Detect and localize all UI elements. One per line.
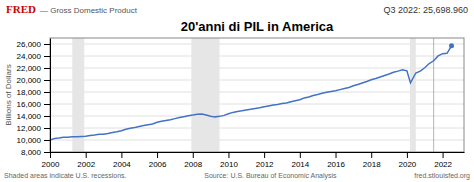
y-tick: 18,000 xyxy=(17,88,50,97)
tick-label: 20,000 xyxy=(17,76,42,85)
brand-label: FRED xyxy=(6,3,36,15)
footer-center: Source: U.S. Bureau of Economic Analysis xyxy=(204,172,337,180)
grid-line xyxy=(50,80,464,81)
tick-label: 2002 xyxy=(77,160,95,169)
x-tick: 2018 xyxy=(363,152,381,169)
grid xyxy=(50,44,464,152)
title: 20'anni di PIL in America xyxy=(181,19,334,34)
series-label: — Gross Domestic Product xyxy=(40,6,138,15)
tick-mark xyxy=(407,152,408,158)
y-tick: 26,000 xyxy=(17,40,50,49)
tick-mark xyxy=(336,152,337,158)
x-tick: 2020 xyxy=(398,152,416,169)
tick-label: 10,000 xyxy=(17,136,42,145)
tick-label: 8,000 xyxy=(21,148,42,157)
axis-domain xyxy=(51,152,465,153)
last-point xyxy=(449,43,454,48)
y-label: Billions of Dollars xyxy=(4,64,13,125)
tick-mark xyxy=(228,152,229,158)
y-tick: 22,000 xyxy=(17,64,50,73)
x-tick: 2004 xyxy=(113,152,131,169)
grid-line xyxy=(50,68,464,69)
tick-label: 18,000 xyxy=(17,88,42,97)
tick-label: 2018 xyxy=(363,160,381,169)
footer-right: fred.stlouisfed.org xyxy=(414,172,470,180)
x-tick: 2022 xyxy=(434,152,452,169)
grid-line xyxy=(50,128,464,129)
grid-line xyxy=(50,92,464,93)
y-axis: 8,000 10,000 12,000 14,000 16,000 18,000 20,00… xyxy=(17,39,51,158)
tick-label: 22,000 xyxy=(17,64,42,73)
tick-mark xyxy=(443,152,444,158)
tick-label: 2016 xyxy=(327,160,345,169)
tick-label: 16,000 xyxy=(17,100,42,109)
y-tick: 20,000 xyxy=(17,76,50,85)
tick-mark xyxy=(121,152,122,158)
x-tick: 2012 xyxy=(256,152,274,169)
tick-label: 2020 xyxy=(398,160,416,169)
chart: 2000 2002 2004 2006 2008 2010 2012 2014 2016 2018… xyxy=(0,0,474,182)
grid-line xyxy=(50,44,464,45)
tick-mark xyxy=(44,56,50,57)
tick-mark xyxy=(44,116,50,117)
tick-label: 2010 xyxy=(220,160,238,169)
tick-mark xyxy=(264,152,265,158)
annotation: Q3 2022: 25,698.960 xyxy=(383,5,468,15)
tick-mark xyxy=(50,152,51,158)
footer-left: Shaded areas indicate U.S. recessions. xyxy=(4,172,127,179)
tick-mark xyxy=(44,80,50,81)
tick-mark xyxy=(300,152,301,158)
tick-label: 12,000 xyxy=(17,124,42,133)
reference-line xyxy=(433,38,434,152)
grid-line xyxy=(50,140,464,141)
tick-mark xyxy=(44,152,50,153)
plot-frame xyxy=(50,38,464,152)
x-tick: 2000 xyxy=(42,152,60,169)
tick-label: 2000 xyxy=(42,160,60,169)
tick-mark xyxy=(44,128,50,129)
tick-label: 2006 xyxy=(149,160,167,169)
tick-label: 24,000 xyxy=(17,52,42,61)
tick-mark xyxy=(86,152,87,158)
tick-mark xyxy=(44,68,50,69)
tick-mark xyxy=(44,92,50,93)
y-tick: 14,000 xyxy=(17,112,50,121)
tick-label: 2022 xyxy=(434,160,452,169)
x-tick: 2016 xyxy=(327,152,345,169)
grid-line xyxy=(50,56,464,57)
y-tick: 16,000 xyxy=(17,100,50,109)
plot-marks xyxy=(50,38,454,152)
recession-band xyxy=(410,38,416,152)
tick-label: 2004 xyxy=(113,160,131,169)
tick-label: 2014 xyxy=(291,160,309,169)
y-tick: 24,000 xyxy=(17,52,50,61)
x-tick: 2006 xyxy=(149,152,167,169)
tick-label: 14,000 xyxy=(17,112,42,121)
tick-label: 2008 xyxy=(184,160,202,169)
grid-line xyxy=(50,116,464,117)
tick-mark xyxy=(44,140,50,141)
tick-mark xyxy=(44,104,50,105)
tick-mark xyxy=(193,152,194,158)
tick-mark xyxy=(371,152,372,158)
tick-label: 2012 xyxy=(256,160,274,169)
axis-domain xyxy=(50,39,51,153)
tick-label: 26,000 xyxy=(17,40,42,49)
y-tick: 10,000 xyxy=(17,136,50,145)
grid-line xyxy=(50,104,464,105)
x-tick: 2002 xyxy=(77,152,95,169)
recession-band xyxy=(191,38,219,152)
x-axis: 2000 2002 2004 2006 2008 2010 2012 2014 2016 2018… xyxy=(42,152,465,169)
x-tick: 2010 xyxy=(220,152,238,169)
y-tick: 12,000 xyxy=(17,124,50,133)
recession-band xyxy=(72,38,84,152)
line xyxy=(50,46,452,140)
x-tick: 2008 xyxy=(184,152,202,169)
x-tick: 2014 xyxy=(291,152,309,169)
tick-mark xyxy=(157,152,158,158)
tick-mark xyxy=(44,44,50,45)
y-tick: 8,000 xyxy=(21,148,50,157)
